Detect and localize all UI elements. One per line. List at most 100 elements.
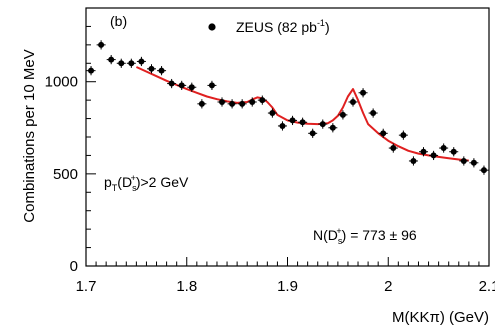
data-point	[187, 82, 197, 92]
data-point	[318, 119, 328, 129]
data-point	[157, 66, 167, 76]
point-marker	[208, 82, 215, 89]
legend-text: ZEUS (82 pb-1)	[236, 18, 330, 35]
x-tick-label: 1.9	[277, 278, 298, 295]
point-marker	[289, 117, 296, 124]
point-marker	[420, 148, 427, 155]
point-marker	[138, 58, 145, 65]
point-marker	[480, 167, 487, 174]
point-marker	[148, 65, 155, 72]
data-point	[136, 56, 146, 67]
point-marker	[88, 67, 95, 74]
data-point	[277, 121, 287, 131]
point-marker	[299, 119, 306, 126]
data-point	[348, 97, 358, 107]
data-point	[429, 150, 439, 161]
data-point	[207, 80, 217, 91]
point-marker	[440, 145, 447, 152]
point-marker	[98, 41, 105, 48]
data-point	[257, 95, 267, 105]
point-marker	[158, 67, 165, 74]
data-point	[308, 128, 318, 138]
y-tick-label: 500	[53, 166, 78, 183]
point-marker	[370, 110, 377, 117]
point-marker	[229, 100, 236, 107]
legend-marker	[208, 23, 216, 31]
x-tick-label: 1.8	[176, 278, 197, 295]
x-axis: 1.7 1.8 1.9 2 2.1	[76, 257, 495, 295]
data-point	[86, 66, 96, 76]
data-point	[439, 143, 449, 153]
x-tick-label: 2	[384, 278, 392, 295]
y-tick-label: 0	[70, 258, 78, 275]
y-axis: 0 500 1000	[45, 7, 96, 275]
point-marker	[349, 98, 356, 105]
point-marker	[259, 97, 266, 104]
point-marker	[279, 122, 286, 129]
data-point	[197, 99, 207, 109]
data-point	[217, 97, 227, 107]
point-marker	[198, 100, 205, 107]
point-marker	[269, 110, 276, 117]
data-point	[469, 158, 479, 168]
data-point	[419, 147, 429, 157]
data-point	[267, 108, 277, 118]
point-marker	[319, 121, 326, 128]
point-marker	[108, 56, 115, 63]
point-marker	[249, 98, 256, 105]
y-axis-label: Combinations per 10 MeV	[21, 49, 38, 222]
point-marker	[219, 98, 226, 105]
data-point	[177, 80, 187, 91]
panel-label: (b)	[110, 13, 127, 29]
data-point	[378, 128, 388, 138]
data-point	[328, 123, 338, 133]
point-marker	[309, 130, 316, 137]
y-tick-label: 1000	[45, 74, 78, 91]
data-point	[288, 115, 298, 126]
point-marker	[430, 152, 437, 159]
data-point	[298, 117, 308, 127]
point-marker	[460, 157, 467, 164]
point-marker	[390, 145, 397, 152]
x-tick-label: 1.7	[76, 278, 97, 295]
fit-curve	[135, 66, 469, 162]
point-marker	[360, 89, 367, 96]
data-point	[479, 165, 489, 175]
data-point	[449, 147, 459, 157]
data-point	[459, 156, 469, 166]
point-marker	[168, 80, 175, 87]
data-point	[237, 99, 247, 109]
data-point	[146, 64, 156, 74]
point-marker	[128, 60, 135, 67]
data-point	[398, 130, 408, 140]
data-point	[247, 97, 257, 107]
fit-layer	[135, 66, 469, 162]
data-point	[227, 99, 237, 109]
yield-annotation: N(Ds+) = 773 ± 96	[313, 226, 417, 246]
point-marker	[188, 84, 195, 91]
data-point	[167, 78, 177, 89]
data-point	[358, 88, 368, 98]
x-tick-label: 2.1	[479, 278, 495, 295]
data-point	[338, 110, 348, 120]
point-marker	[400, 132, 407, 139]
data-point	[96, 40, 106, 50]
plot-frame	[85, 7, 490, 267]
point-marker	[380, 130, 387, 137]
data-point	[106, 54, 116, 65]
data-point	[368, 108, 378, 118]
x-axis-label: M(KKπ) (GeV)	[392, 309, 489, 326]
data-point	[388, 143, 398, 153]
point-marker	[329, 124, 336, 131]
data-points	[86, 40, 489, 175]
cut-annotation: pT(Ds+)>2 GeV	[104, 173, 189, 193]
point-marker	[239, 100, 246, 107]
point-marker	[410, 157, 417, 164]
point-marker	[118, 60, 125, 67]
data-point	[126, 58, 136, 68]
point-marker	[339, 111, 346, 118]
point-marker	[178, 82, 185, 89]
data-point	[408, 156, 418, 166]
point-marker	[450, 148, 457, 155]
